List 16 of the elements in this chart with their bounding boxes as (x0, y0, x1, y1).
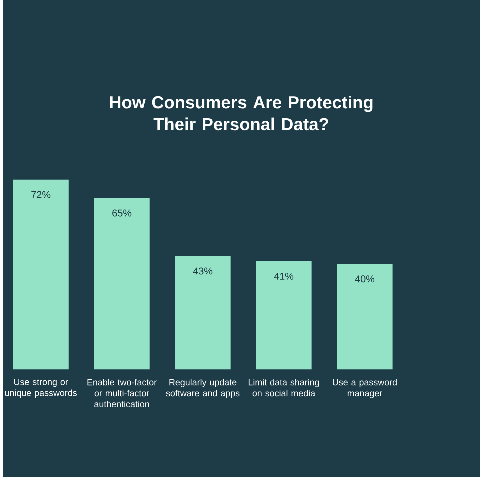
data-label: 72% (32, 191, 51, 198)
x-tick-label: Use strong or unique passwords (5, 379, 78, 398)
bar (256, 262, 312, 370)
x-tick-label: Use a password manager (333, 379, 397, 398)
data-label: 43% (193, 268, 213, 275)
bar (94, 198, 150, 370)
bar (337, 264, 393, 370)
bar (13, 180, 69, 370)
data-label: 40% (355, 276, 375, 283)
x-tick-label: Limit data sharing on social media (248, 379, 320, 397)
data-label: 41% (274, 273, 294, 280)
bar (175, 256, 231, 370)
chart-title: How Consumers Are Protecting Their Personal Data? (110, 96, 373, 131)
data-label: 65% (112, 210, 132, 217)
x-tick-label: Enable two-factor or multi-factor authentication (88, 379, 157, 408)
x-tick-label: Regularly update software and apps (166, 379, 240, 398)
